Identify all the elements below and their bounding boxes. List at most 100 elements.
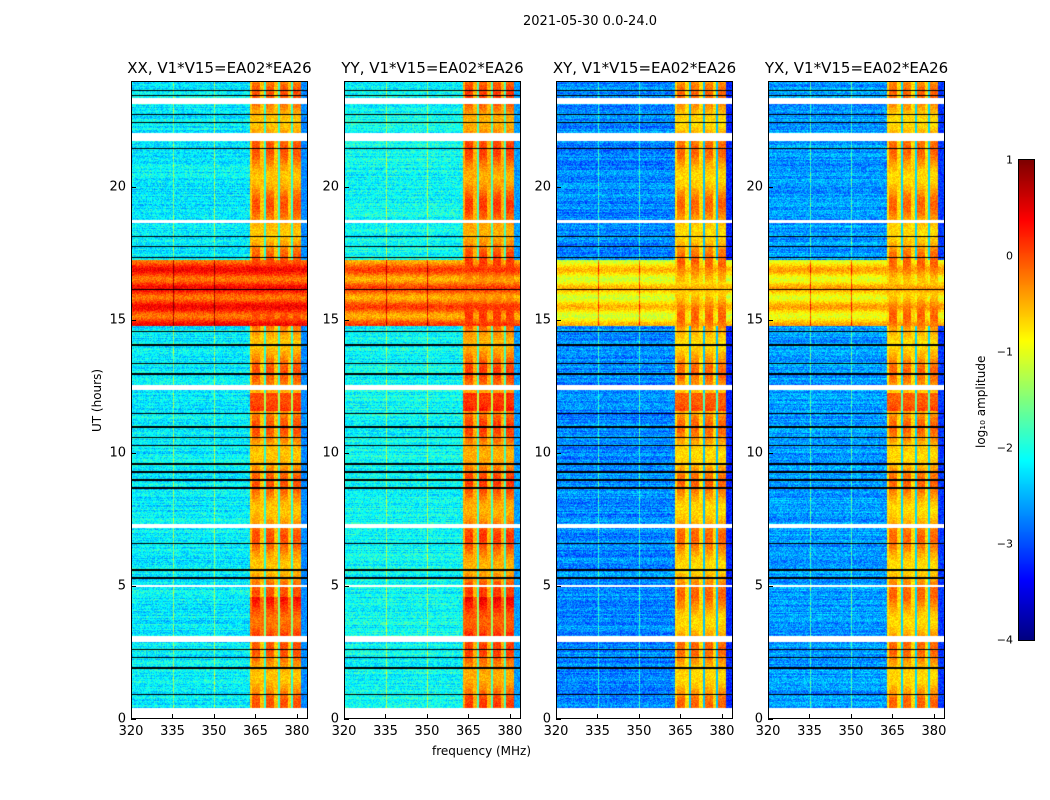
x-tick-label: 335 [373, 724, 398, 739]
figure-title: 2021-05-30 0.0-24.0 [523, 14, 657, 29]
y-tick-label: 15 [322, 312, 339, 328]
y-tick-mark [556, 719, 561, 720]
y-tick-mark [344, 719, 349, 720]
x-tick-mark [344, 714, 345, 719]
x-tick-label: 350 [838, 724, 864, 739]
x-tick-label: 350 [626, 724, 652, 739]
y-tick-label: 5 [330, 578, 339, 594]
x-tick-mark [509, 714, 511, 719]
x-tick-label: 320 [755, 724, 781, 739]
y-tick-mark [131, 453, 136, 455]
y-tick-label: 20 [109, 179, 126, 195]
panel-title: XX, V1*V15=EA02*EA26 [127, 59, 312, 77]
x-tick-mark [426, 714, 428, 719]
panel-title: YX, V1*V15=EA02*EA26 [764, 59, 949, 77]
x-tick-label: 380 [921, 724, 947, 739]
x-tick-label: 365 [880, 724, 905, 739]
y-tick-label: 20 [534, 179, 551, 195]
x-tick-mark [721, 714, 723, 719]
heatmap-panel [768, 81, 945, 719]
x-tick-mark [296, 714, 298, 719]
x-tick-mark [933, 714, 935, 719]
y-tick-mark [768, 586, 773, 588]
x-tick-label: 335 [797, 724, 822, 739]
y-tick-label: 10 [322, 445, 339, 461]
y-tick-label: 10 [746, 445, 763, 461]
y-tick-label: 15 [109, 312, 126, 328]
panel-title: YY, V1*V15=EA02*EA26 [341, 59, 524, 77]
y-tick-mark [556, 320, 561, 322]
y-tick-mark [768, 719, 773, 720]
colorbar-label: log₁₀ amplitude [974, 355, 988, 448]
colorbar-tick-label: 0 [1006, 249, 1013, 263]
y-tick-mark [131, 187, 136, 189]
y-tick-mark [344, 320, 349, 322]
x-tick-mark [680, 714, 682, 719]
x-tick-mark [468, 714, 470, 719]
colorbar-tick-label: −1 [996, 345, 1013, 359]
x-tick-label: 335 [160, 724, 185, 739]
colorbar [1018, 159, 1035, 641]
heatmap-panel [556, 81, 733, 719]
x-tick-label: 380 [709, 724, 735, 739]
y-tick-mark [344, 586, 349, 588]
x-tick-label: 365 [456, 724, 481, 739]
y-tick-label: 10 [109, 445, 126, 461]
y-tick-label: 10 [534, 445, 551, 461]
x-tick-label: 365 [243, 724, 268, 739]
heatmap-cells [557, 82, 732, 718]
x-axis-label: frequency (MHz) [432, 744, 532, 758]
colorbar-tick-label: −3 [996, 537, 1013, 551]
y-tick-mark [344, 187, 349, 189]
x-tick-mark [172, 714, 174, 719]
x-tick-label: 335 [585, 724, 610, 739]
y-axis-label: UT (hours) [90, 368, 104, 432]
heatmap-panel [131, 81, 308, 719]
x-tick-mark [255, 714, 257, 719]
x-tick-mark [597, 714, 599, 719]
colorbar-tick-label: −2 [996, 441, 1013, 455]
x-tick-label: 320 [543, 724, 569, 739]
x-tick-mark [131, 714, 132, 719]
y-tick-label: 15 [534, 312, 551, 328]
y-tick-mark [768, 320, 773, 322]
y-tick-mark [768, 187, 773, 189]
y-tick-mark [344, 453, 349, 455]
heatmap-cells [345, 82, 520, 718]
colorbar-tick-label: 1 [1006, 153, 1013, 167]
x-tick-mark [385, 714, 387, 719]
y-tick-mark [131, 586, 136, 588]
y-tick-mark [556, 453, 561, 455]
y-tick-label: 5 [542, 578, 551, 594]
x-tick-mark [850, 714, 852, 719]
y-tick-mark [768, 453, 773, 455]
y-tick-label: 5 [754, 578, 763, 594]
y-tick-mark [556, 586, 561, 588]
y-tick-mark [131, 719, 136, 720]
x-tick-mark [768, 714, 769, 719]
y-tick-label: 0 [754, 711, 763, 727]
x-tick-label: 365 [668, 724, 693, 739]
y-tick-label: 0 [542, 711, 551, 727]
heatmap-cells [769, 82, 944, 718]
x-tick-mark [809, 714, 811, 719]
y-tick-label: 20 [746, 179, 763, 195]
x-tick-label: 380 [497, 724, 523, 739]
heatmap-cells [132, 82, 307, 718]
x-tick-mark [892, 714, 894, 719]
x-tick-label: 380 [284, 724, 310, 739]
y-tick-label: 0 [330, 711, 339, 727]
y-tick-mark [131, 320, 136, 322]
x-tick-label: 320 [118, 724, 144, 739]
x-tick-label: 350 [201, 724, 227, 739]
y-tick-label: 5 [117, 578, 126, 594]
x-tick-label: 320 [331, 724, 357, 739]
heatmap-panel [344, 81, 521, 719]
y-tick-label: 0 [117, 711, 126, 727]
x-tick-mark [556, 714, 557, 719]
x-tick-label: 350 [414, 724, 440, 739]
colorbar-gradient [1019, 160, 1034, 640]
x-tick-mark [213, 714, 215, 719]
y-tick-mark [556, 187, 561, 189]
y-tick-label: 20 [322, 179, 339, 195]
